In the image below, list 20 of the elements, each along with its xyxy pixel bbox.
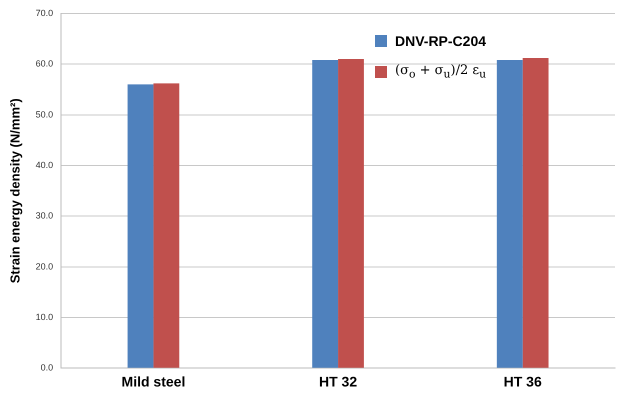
y-axis-title: Strain energy density (N/mm²) (7, 98, 22, 284)
y-tick-label: 70.0 (36, 8, 54, 18)
bar (153, 83, 180, 368)
y-tick-label: 40.0 (36, 160, 54, 170)
y-tick-label: 30.0 (36, 210, 54, 221)
legend-label: DNV-RP-C204 (395, 33, 486, 49)
bar (522, 58, 549, 368)
legend-label: (σ$_{o}$ + σ$_{u}$)/2 ε$_{u}$ (395, 63, 486, 81)
bar (312, 60, 338, 368)
bar (128, 84, 154, 368)
y-tick-label: 0.0 (40, 362, 54, 373)
y-tick-label: 10.0 (36, 312, 54, 322)
y-tick-label: 60.0 (36, 58, 54, 69)
y-tick-label: 20.0 (36, 261, 54, 272)
bar (496, 60, 523, 368)
y-tick-label: 50.0 (36, 109, 54, 120)
bar (338, 59, 364, 368)
x-tick-label: HT 32 (318, 373, 358, 390)
x-tick-label: Mild steel (122, 373, 186, 390)
x-tick-label: HT 36 (504, 373, 542, 390)
